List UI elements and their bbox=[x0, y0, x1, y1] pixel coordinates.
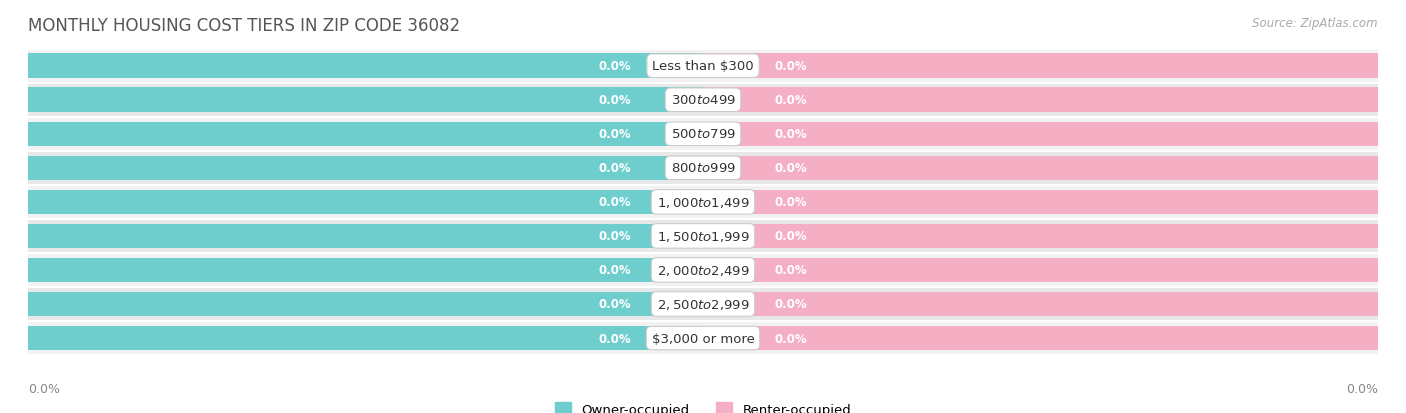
Bar bbox=[703, 224, 1378, 249]
Bar bbox=[28, 258, 703, 282]
Bar bbox=[28, 219, 1378, 253]
Bar bbox=[28, 190, 703, 215]
Text: 0.0%: 0.0% bbox=[775, 128, 807, 141]
Legend: Owner-occupied, Renter-occupied: Owner-occupied, Renter-occupied bbox=[555, 402, 851, 413]
Text: Source: ZipAtlas.com: Source: ZipAtlas.com bbox=[1253, 17, 1378, 29]
Text: $300 to $499: $300 to $499 bbox=[671, 94, 735, 107]
Text: 0.0%: 0.0% bbox=[775, 298, 807, 311]
Bar bbox=[703, 156, 1378, 180]
Bar bbox=[703, 55, 1378, 79]
Bar bbox=[28, 55, 703, 79]
Bar bbox=[28, 50, 1378, 83]
Bar bbox=[28, 156, 703, 180]
Bar bbox=[28, 326, 703, 350]
Bar bbox=[28, 292, 703, 316]
Bar bbox=[28, 224, 703, 249]
Text: $2,000 to $2,499: $2,000 to $2,499 bbox=[657, 263, 749, 277]
Text: Less than $300: Less than $300 bbox=[652, 60, 754, 73]
Bar bbox=[703, 122, 1378, 147]
Bar bbox=[28, 117, 1378, 152]
Text: $800 to $999: $800 to $999 bbox=[671, 162, 735, 175]
Bar bbox=[703, 258, 1378, 282]
Bar bbox=[28, 83, 1378, 117]
Text: $2,500 to $2,999: $2,500 to $2,999 bbox=[657, 297, 749, 311]
Text: 0.0%: 0.0% bbox=[775, 230, 807, 243]
Bar bbox=[28, 321, 1378, 355]
Text: 0.0%: 0.0% bbox=[599, 332, 631, 345]
Bar bbox=[28, 152, 1378, 185]
Text: 0.0%: 0.0% bbox=[775, 196, 807, 209]
Text: 0.0%: 0.0% bbox=[599, 230, 631, 243]
Bar bbox=[703, 88, 1378, 113]
Text: 0.0%: 0.0% bbox=[28, 382, 60, 395]
Text: 0.0%: 0.0% bbox=[775, 60, 807, 73]
Text: 0.0%: 0.0% bbox=[775, 94, 807, 107]
Text: 0.0%: 0.0% bbox=[1346, 382, 1378, 395]
Text: MONTHLY HOUSING COST TIERS IN ZIP CODE 36082: MONTHLY HOUSING COST TIERS IN ZIP CODE 3… bbox=[28, 17, 460, 34]
Text: 0.0%: 0.0% bbox=[599, 264, 631, 277]
Bar bbox=[28, 287, 1378, 321]
Bar bbox=[28, 185, 1378, 219]
Text: $1,000 to $1,499: $1,000 to $1,499 bbox=[657, 195, 749, 209]
Bar bbox=[703, 190, 1378, 215]
Text: 0.0%: 0.0% bbox=[775, 264, 807, 277]
Text: $500 to $799: $500 to $799 bbox=[671, 128, 735, 141]
Bar bbox=[703, 292, 1378, 316]
Bar bbox=[28, 253, 1378, 287]
Text: 0.0%: 0.0% bbox=[775, 162, 807, 175]
Text: 0.0%: 0.0% bbox=[775, 332, 807, 345]
Text: 0.0%: 0.0% bbox=[599, 298, 631, 311]
Bar bbox=[703, 326, 1378, 350]
Text: 0.0%: 0.0% bbox=[599, 162, 631, 175]
Text: 0.0%: 0.0% bbox=[599, 128, 631, 141]
Text: $3,000 or more: $3,000 or more bbox=[651, 332, 755, 345]
Bar bbox=[28, 88, 703, 113]
Text: $1,500 to $1,999: $1,500 to $1,999 bbox=[657, 229, 749, 243]
Bar bbox=[28, 122, 703, 147]
Text: 0.0%: 0.0% bbox=[599, 60, 631, 73]
Text: 0.0%: 0.0% bbox=[599, 196, 631, 209]
Text: 0.0%: 0.0% bbox=[599, 94, 631, 107]
